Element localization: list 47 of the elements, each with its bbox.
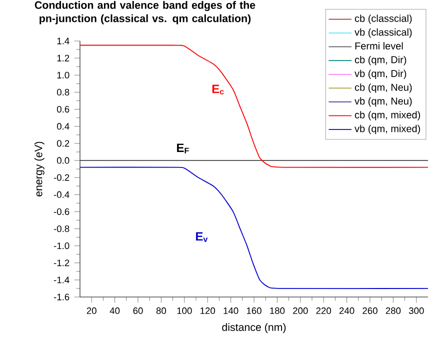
y-tick-label: -1.0: [54, 242, 70, 250]
y-tick-label: -0.6: [54, 208, 70, 215]
y-tick-label: -1.4: [54, 276, 70, 284]
y-tick-label: -1.6: [54, 294, 70, 300]
x-tick-label: 240: [339, 307, 354, 314]
legend-label: vb (qm, mixed): [354, 124, 420, 134]
x-tick-label: 300: [408, 307, 424, 314]
legend-label: vb (qm, Dir): [354, 70, 406, 80]
legend-label: cb (qm, Dir): [354, 56, 406, 66]
x-tick-label: 100: [177, 307, 192, 314]
x-tick-label: 140: [224, 307, 238, 314]
line-series: [80, 166, 428, 290]
legend-label: cb (classcial): [354, 14, 412, 24]
x-tick-label: 180: [270, 307, 285, 314]
y-tick-label: 1.4: [57, 38, 70, 44]
annotation: E$_{v}$: [196, 232, 208, 242]
x-axis-title: distance (nm): [222, 323, 286, 334]
legend-label: cb (qm, mixed): [354, 111, 420, 120]
y-tick-label: 1.2: [57, 54, 70, 62]
x-tick-label: 40: [110, 307, 120, 314]
y-tick-label: 0.6: [56, 106, 70, 113]
y-axis-title: energy (eV): [34, 142, 44, 196]
y-tick-label: 1.0: [57, 72, 70, 78]
x-tick-label: 200: [293, 307, 308, 314]
y-tick-label: 0.2: [56, 140, 70, 147]
x-tick-label: 60: [133, 307, 143, 314]
y-tick-label: 0.4: [56, 123, 70, 130]
y-tick-label: -1.2: [54, 260, 70, 266]
annotation: E$_{c}$: [212, 84, 224, 94]
x-tick-label: 260: [362, 307, 378, 314]
y-tick-label: -0.2: [54, 174, 70, 181]
y-tick-label: -0.8: [54, 225, 70, 232]
x-tick-label: 80: [156, 307, 166, 314]
legend-label: cb (qm, Neu): [354, 84, 412, 93]
y-tick-label: 0.8: [56, 88, 70, 96]
legend-label: vb (classical): [354, 28, 412, 38]
x-tick-label: 20: [86, 307, 96, 314]
y-tick-label: 0.0: [56, 157, 70, 164]
x-tick-label: 120: [200, 307, 216, 314]
legend-label: vb (qm, Neu): [354, 97, 412, 107]
x-tick-label: 220: [316, 307, 332, 314]
chart-title: Conduction and valence band edges of the pn-junction (classical vs. qm calculation): [34, 1, 256, 24]
legend-label: Fermi level: [355, 42, 403, 50]
annotation: E$_{F}$: [177, 144, 189, 154]
y-tick-label: -0.4: [54, 191, 70, 198]
x-tick-label: 280: [386, 307, 401, 314]
x-tick-label: 160: [246, 307, 262, 314]
